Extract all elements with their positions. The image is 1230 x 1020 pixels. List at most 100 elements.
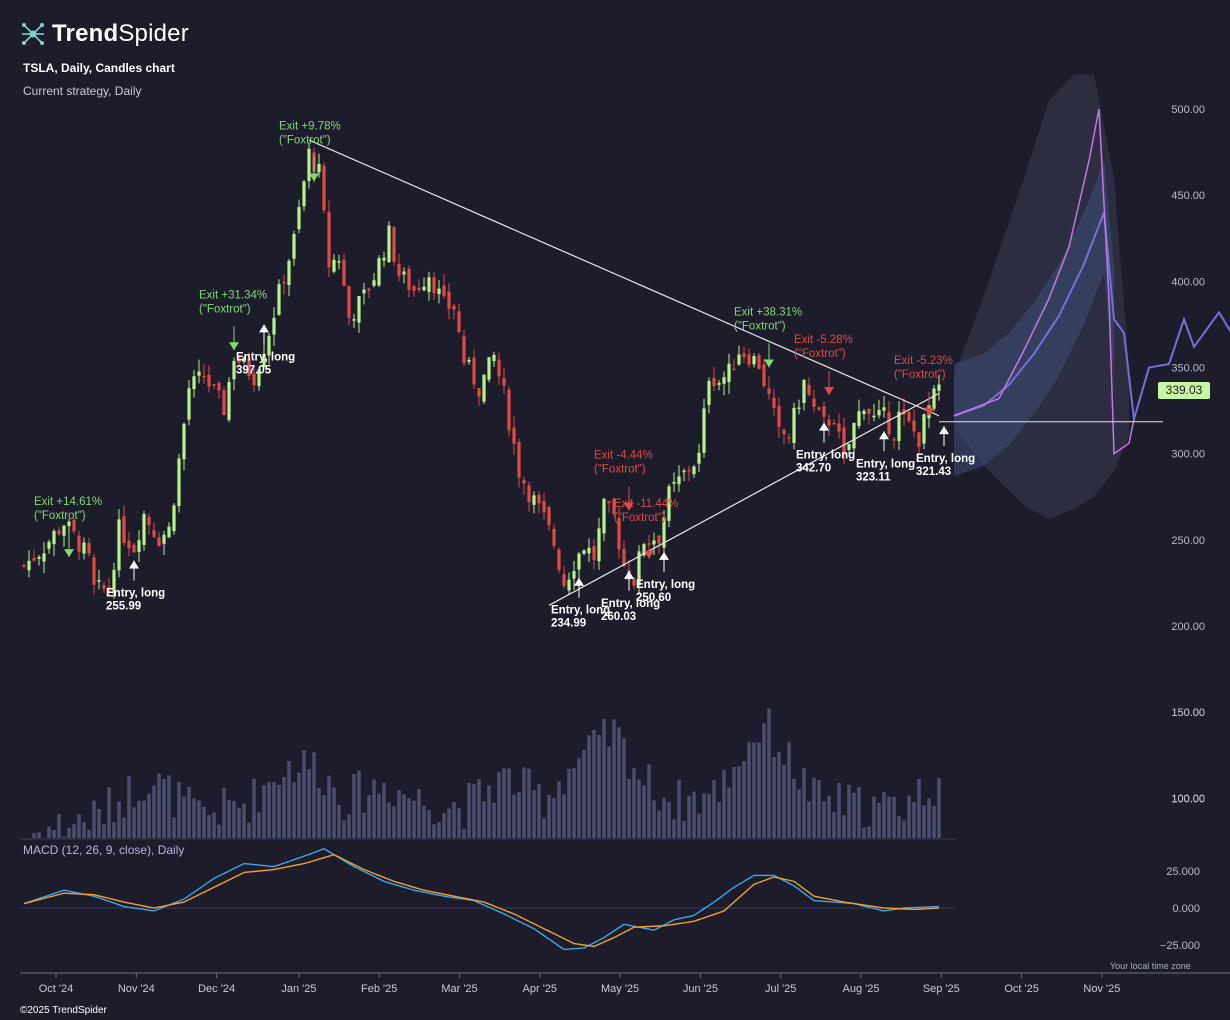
volume-bar <box>707 793 711 838</box>
volume-bar <box>572 767 576 838</box>
candle-body <box>512 427 516 444</box>
volume-bar <box>252 778 256 838</box>
entry-arrow-icon <box>879 431 889 440</box>
volume-bar <box>302 750 306 838</box>
volume-bar <box>397 789 401 838</box>
candle-body <box>692 466 696 475</box>
candle-body <box>882 407 886 411</box>
candle-body <box>727 363 731 383</box>
entry-arrow-icon <box>939 426 949 435</box>
volume-bar <box>387 802 391 838</box>
exit-label: Exit +14.61% <box>34 496 102 508</box>
volume-bar <box>432 824 436 838</box>
volume-bar <box>702 793 706 838</box>
volume-bar <box>487 785 491 838</box>
volume-bar <box>42 847 46 849</box>
entry-price: 255.99 <box>106 601 141 613</box>
volume-bar <box>72 824 76 838</box>
candle-body <box>482 374 486 402</box>
volume-bar <box>332 787 336 838</box>
candle-body <box>407 268 411 290</box>
entry-label: Entry, long <box>796 450 855 462</box>
volume-bar <box>857 787 861 838</box>
trendspider-logo: TrendSpider <box>20 20 189 48</box>
candle-body <box>157 537 161 547</box>
candle-body <box>57 530 61 535</box>
exit-strategy: ("Foxtrot") <box>794 348 846 360</box>
price-axis-tick: 200.00 <box>1171 621 1205 633</box>
volume-bar <box>97 808 101 838</box>
time-axis-label: Mar '25 <box>441 983 477 995</box>
time-axis-label: Dec '24 <box>198 983 235 995</box>
volume-bar <box>102 824 106 838</box>
candle-body <box>187 388 191 420</box>
candle-body <box>812 398 816 407</box>
volume-bar <box>367 795 371 838</box>
candle-body <box>82 542 86 554</box>
volume-bar <box>552 798 556 838</box>
volume-bar <box>817 780 821 838</box>
candle-body <box>412 286 416 291</box>
volume-bar <box>292 782 296 838</box>
entry-price: 323.11 <box>856 471 891 483</box>
candle-body <box>432 277 436 294</box>
candle-body <box>442 285 446 296</box>
candle-body <box>517 442 521 478</box>
entry-price: 321.43 <box>916 466 951 478</box>
volume-bar <box>877 802 881 838</box>
candle-body <box>557 549 561 570</box>
exit-label: Exit +38.31% <box>734 307 802 319</box>
volume-bar <box>437 821 441 838</box>
entry-arrow-icon <box>259 324 269 333</box>
exit-arrow-icon <box>824 387 834 396</box>
volume-bar <box>847 784 851 838</box>
volume-bar <box>937 778 941 838</box>
volume-bar <box>902 820 906 838</box>
forecast-peak-line <box>953 108 1135 456</box>
candle-body <box>577 553 581 570</box>
volume-bar <box>207 814 211 838</box>
candle-body <box>152 530 156 538</box>
time-axis-label: Apr '25 <box>523 983 558 995</box>
volume-bar <box>172 817 176 838</box>
candle-body <box>767 388 771 394</box>
volume-bar <box>192 798 196 838</box>
candle-body <box>102 585 106 589</box>
candle-body <box>527 485 531 502</box>
candle-body <box>552 528 556 546</box>
volume-bar <box>547 794 551 838</box>
timezone-label[interactable]: Your local time zone <box>1110 961 1191 971</box>
entry-arrow-icon <box>129 560 139 569</box>
entry-arrow-icon <box>624 570 634 579</box>
candle-body <box>662 517 666 548</box>
volume-bar <box>732 766 736 838</box>
exit-arrow-icon <box>64 549 74 558</box>
volume-bar <box>642 785 646 838</box>
candle-body <box>62 525 66 536</box>
candle-body <box>142 514 146 545</box>
strategy-label[interactable]: Current strategy, Daily <box>23 84 142 98</box>
volume-bar <box>442 812 446 838</box>
volume-bar <box>282 777 286 838</box>
candle-body <box>817 407 821 410</box>
candle-body <box>792 407 796 443</box>
volume-bar <box>872 796 876 838</box>
volume-bar <box>257 812 261 838</box>
time-axis-label: Sep '25 <box>923 983 960 995</box>
candle-body <box>37 556 41 559</box>
volume-bar <box>692 791 696 838</box>
volume-bar <box>157 773 161 838</box>
candle-body <box>67 521 71 526</box>
candle-body <box>72 519 76 532</box>
candle-body <box>192 376 196 390</box>
volume-bar <box>737 766 741 838</box>
volume-bar <box>562 794 566 838</box>
candle-body <box>377 258 381 286</box>
volume-bar <box>582 749 586 838</box>
time-axis-label: Nov '24 <box>118 983 155 995</box>
volume-bar <box>507 768 511 838</box>
volume-bar <box>577 758 581 838</box>
macd-indicator-title[interactable]: MACD (12, 26, 9, close), Daily <box>23 843 185 857</box>
volume-bar <box>197 800 201 838</box>
